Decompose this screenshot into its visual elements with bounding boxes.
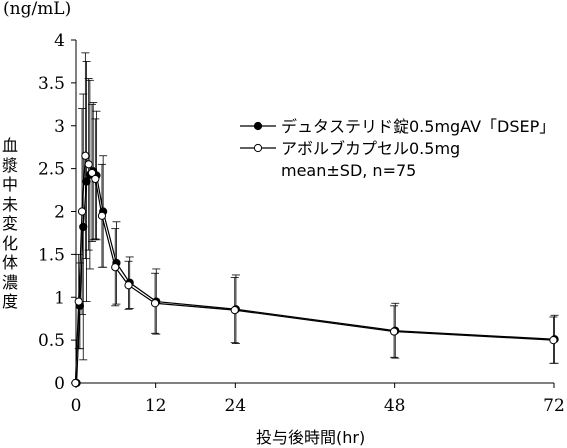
y-tick-label: 2.5 (38, 160, 65, 180)
data-point-open (74, 297, 83, 306)
series-lines (74, 155, 555, 384)
legend-marker-filled (253, 121, 263, 131)
data-point-filled (79, 222, 88, 232)
legend-label: デュタステリド錠0.5mgAV「DSEP」 (281, 117, 555, 136)
y-tick-label: 2 (54, 203, 65, 223)
axes: 0 0.5 1 1.5 2 2.5 3 3.5 4 0 12 24 48 72 (38, 31, 565, 416)
data-points (71, 151, 559, 388)
data-point-open (97, 211, 107, 220)
series-line (76, 170, 555, 384)
x-tick-label: 24 (225, 396, 247, 416)
legend-label: アボルブカプセル0.5mg (281, 139, 460, 158)
y-axis-unit-label: (ng/mL) (3, 0, 72, 19)
legend-marker-open (253, 143, 263, 153)
data-point-filled (82, 177, 91, 186)
legend: デュタステリド錠0.5mgAV「DSEP」アボルブカプセル0.5mg mean±S… (240, 117, 555, 180)
y-tick-label: 4 (54, 31, 65, 51)
y-tick-label: 3 (54, 117, 65, 137)
data-point-open (549, 336, 558, 345)
y-tick-label: 3.5 (38, 74, 65, 94)
error-bars (74, 52, 559, 364)
data-point-open (111, 263, 120, 272)
y-tick-label: 0 (54, 374, 65, 394)
data-point-open (84, 160, 93, 169)
series-line (74, 155, 554, 384)
data-point-open (150, 299, 160, 308)
x-tick-label: 0 (71, 396, 82, 416)
y-axis-title: 血漿中未変化体濃度 (1, 136, 18, 311)
legend-note: mean±SD, n=75 (281, 161, 416, 180)
data-point-open (230, 306, 239, 315)
y-tick-label: 0.5 (38, 331, 65, 351)
x-tick-label: 12 (145, 396, 167, 416)
x-tick-label: 72 (543, 396, 565, 416)
data-point-open (81, 151, 90, 160)
data-point-open (77, 207, 87, 216)
data-point-open (71, 378, 80, 388)
data-point-open (389, 327, 399, 336)
data-point-open (124, 281, 133, 290)
y-tick-label: 1 (54, 288, 65, 308)
data-point-open (91, 174, 100, 184)
x-tick-label: 48 (384, 396, 406, 416)
y-tick-label: 1.5 (38, 245, 65, 265)
